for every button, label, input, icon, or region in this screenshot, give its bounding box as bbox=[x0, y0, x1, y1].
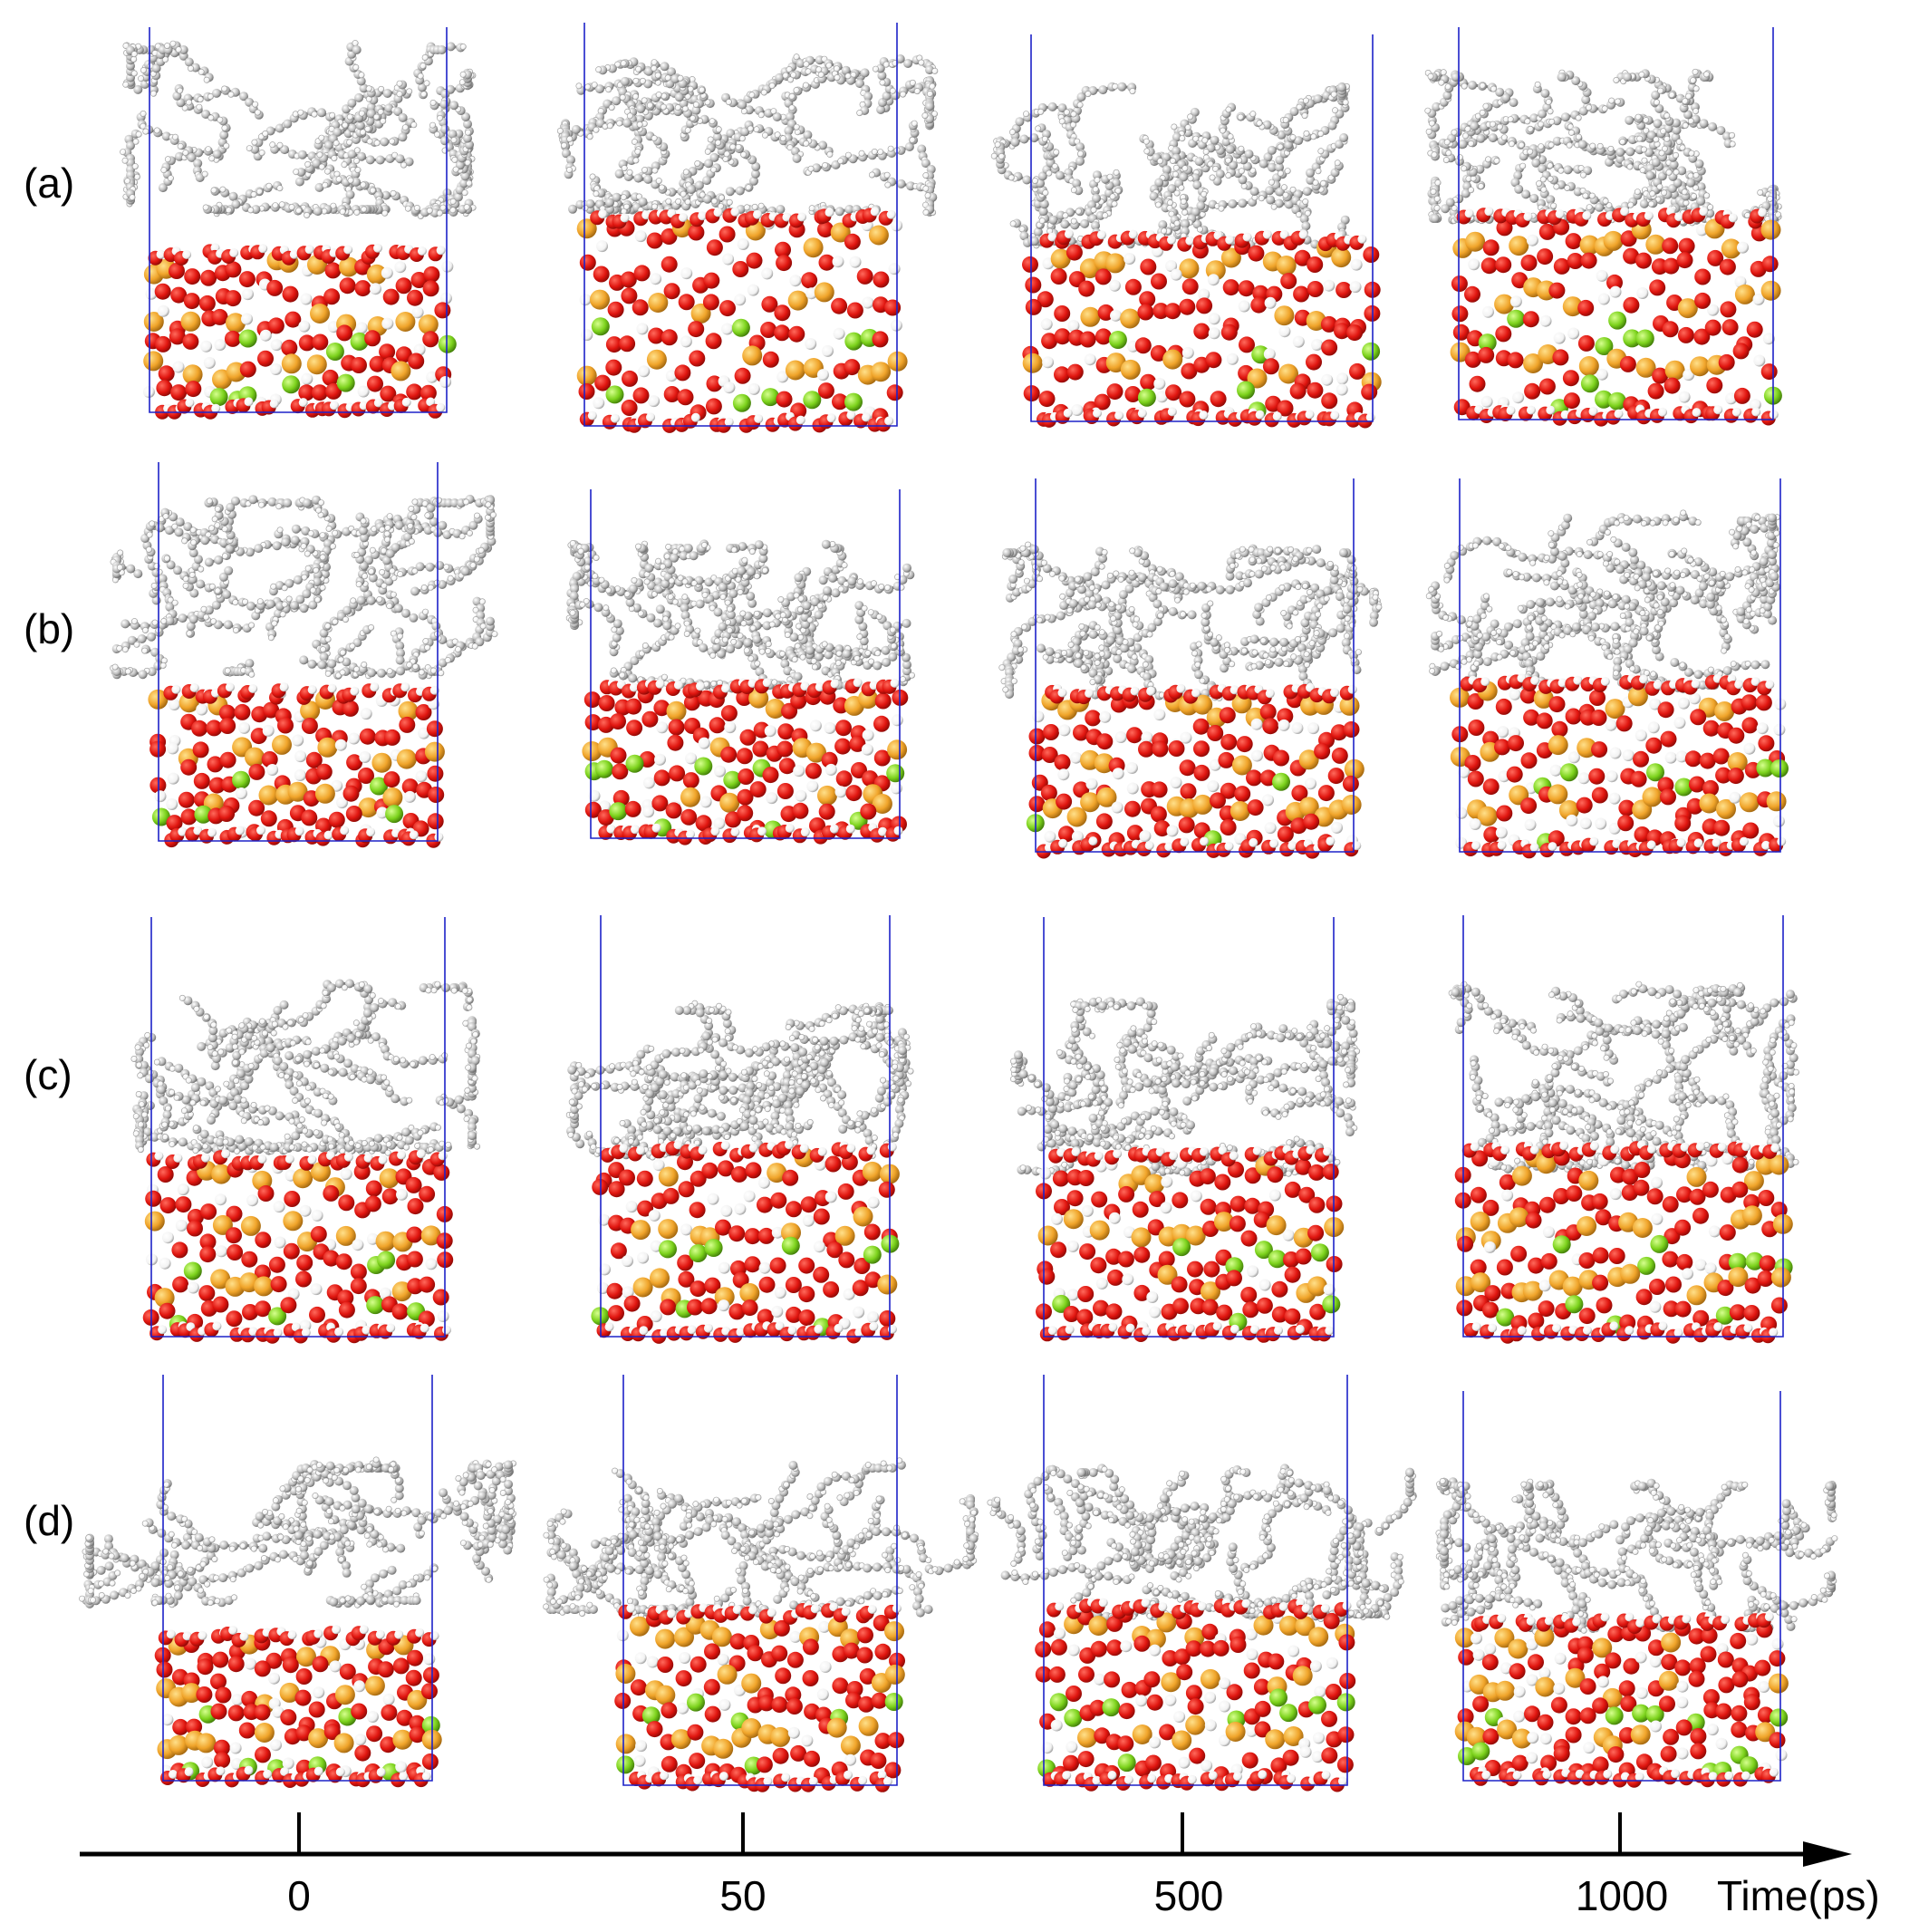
snapshot-d-0ps bbox=[79, 1375, 516, 1788]
oil-molecules bbox=[110, 494, 498, 680]
row-label-b: (b) bbox=[24, 605, 74, 652]
oil-molecules bbox=[556, 53, 939, 217]
simulation-box-outline bbox=[1458, 27, 1774, 420]
time-axis-title: Time(ps) bbox=[1717, 1872, 1880, 1919]
mineral-slab bbox=[582, 678, 909, 845]
snapshot-c-500ps bbox=[1010, 917, 1361, 1343]
snapshot-a-0ps bbox=[120, 27, 477, 420]
snapshot-c-50ps bbox=[565, 915, 914, 1344]
oil-molecules bbox=[79, 1456, 516, 1608]
mineral-slab bbox=[591, 1140, 900, 1344]
mineral-slab bbox=[576, 207, 908, 433]
mineral-slab bbox=[1022, 229, 1382, 429]
simulation-box-outline bbox=[1462, 1391, 1781, 1782]
simulation-box-outline bbox=[150, 917, 446, 1338]
time-axis-tick-label-50: 50 bbox=[719, 1872, 766, 1919]
simulation-box-outline bbox=[600, 915, 891, 1338]
snapshot-d-50ps bbox=[543, 1375, 979, 1792]
oil-molecules bbox=[565, 1000, 914, 1161]
time-axis-tick-label-0: 0 bbox=[287, 1872, 311, 1919]
simulation-box-outline bbox=[1030, 34, 1374, 422]
snapshot-b-50ps bbox=[565, 489, 915, 845]
snapshot-c-1000ps bbox=[1448, 915, 1800, 1344]
oil-molecules bbox=[1424, 68, 1782, 228]
simulation-box-outline bbox=[158, 462, 439, 842]
snapshot-a-50ps bbox=[556, 23, 939, 433]
mineral-slab bbox=[1026, 682, 1365, 859]
oil-molecules bbox=[120, 40, 477, 220]
simulation-box-outline bbox=[1043, 917, 1335, 1338]
oil-molecules bbox=[1435, 1477, 1838, 1635]
oil-molecules bbox=[990, 82, 1351, 249]
simulation-box-outline bbox=[1462, 915, 1784, 1338]
mineral-slab bbox=[1035, 1598, 1356, 1792]
snapshot-a-500ps bbox=[990, 34, 1382, 429]
simulation-box-outline bbox=[1459, 478, 1781, 853]
oil-molecules bbox=[543, 1457, 979, 1619]
time-axis: 0 50 500 1000 Time(ps) bbox=[80, 1812, 1880, 1919]
mineral-slab bbox=[142, 243, 457, 420]
oil-molecules bbox=[998, 541, 1383, 703]
snapshot-panels bbox=[79, 23, 1838, 1792]
mineral-slab bbox=[1454, 1140, 1793, 1344]
simulation-box-outline bbox=[590, 489, 901, 839]
simulation-box-outline bbox=[149, 27, 448, 413]
mineral-slab bbox=[154, 1625, 442, 1788]
oil-molecules bbox=[1425, 509, 1781, 695]
snapshot-b-0ps bbox=[110, 462, 498, 848]
mineral-slab bbox=[142, 1149, 454, 1344]
oil-molecules bbox=[987, 1463, 1417, 1623]
mineral-slab bbox=[148, 682, 445, 848]
oil-molecules bbox=[565, 539, 915, 693]
time-axis-tick-label-1000: 1000 bbox=[1576, 1872, 1668, 1919]
simulation-box-outline bbox=[583, 23, 898, 427]
snapshot-b-1000ps bbox=[1425, 478, 1789, 859]
snapshot-a-1000ps bbox=[1424, 27, 1782, 427]
snapshot-d-1000ps bbox=[1435, 1391, 1838, 1788]
time-axis-arrowhead bbox=[1803, 1841, 1852, 1867]
mineral-slab bbox=[1454, 1611, 1789, 1788]
simulation-box-outline bbox=[1043, 1375, 1348, 1786]
oil-molecules bbox=[130, 979, 481, 1156]
time-axis-tick-label-500: 500 bbox=[1154, 1872, 1224, 1919]
snapshot-c-0ps bbox=[130, 917, 481, 1344]
simulation-box-outline bbox=[1035, 478, 1355, 853]
simulation-box-outline bbox=[622, 1375, 898, 1786]
row-label-d: (d) bbox=[24, 1497, 74, 1544]
row-label-a: (a) bbox=[24, 159, 74, 207]
row-label-c: (c) bbox=[24, 1051, 72, 1098]
snapshot-b-500ps bbox=[998, 478, 1383, 859]
snapshot-d-500ps bbox=[987, 1375, 1417, 1792]
mineral-slab bbox=[614, 1602, 905, 1792]
mineral-slab bbox=[1450, 207, 1782, 427]
mineral-slab bbox=[1450, 673, 1789, 859]
mineral-slab bbox=[1036, 1145, 1345, 1343]
simulation-box-outline bbox=[162, 1375, 433, 1782]
